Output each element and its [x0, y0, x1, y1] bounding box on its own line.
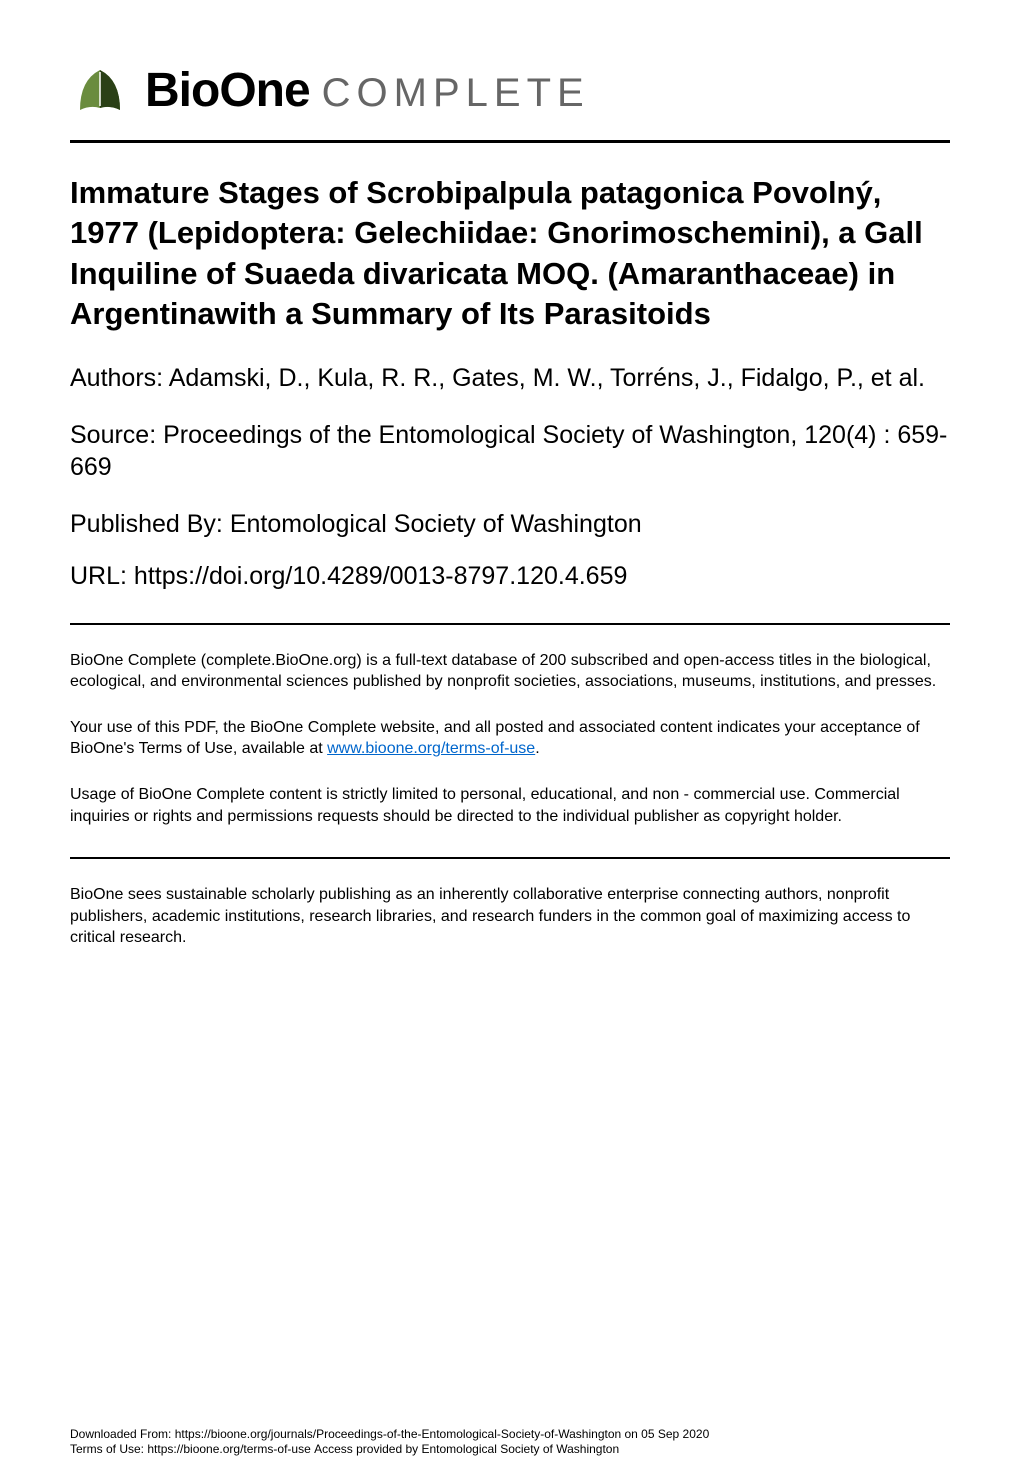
description-paragraph-1: BioOne Complete (complete.BioOne.org) is…	[70, 650, 950, 693]
published-by-label: Published By:	[70, 510, 223, 538]
terms-of-use-link[interactable]: www.bioone.org/terms-of-use	[327, 740, 535, 757]
footer-section: BioOne sees sustainable scholarly publis…	[70, 884, 950, 949]
download-footer-line-2: Terms of Use: https://bioone.org/terms-o…	[70, 1442, 709, 1458]
download-footer-line-1: Downloaded From: https://bioone.org/jour…	[70, 1427, 709, 1443]
description-paragraph-2: Your use of this PDF, the BioOne Complet…	[70, 717, 950, 760]
logo-section: BioOne COMPLETE	[70, 60, 950, 120]
article-title: Immature Stages of Scrobipalpula patagon…	[70, 173, 950, 334]
article-source: Source: Proceedings of the Entomological…	[70, 419, 950, 484]
article-url: URL: https://doi.org/10.4289/0013-8797.1…	[70, 560, 950, 593]
bioone-leaf-icon	[70, 60, 130, 120]
description-p2-suffix: .	[535, 740, 539, 757]
divider-middle-1	[70, 623, 950, 625]
source-label: Source:	[70, 421, 156, 449]
article-authors: Authors: Adamski, D., Kula, R. R., Gates…	[70, 362, 950, 395]
logo-brand-name: BioOne	[145, 63, 310, 118]
divider-middle-2	[70, 857, 950, 859]
url-label: URL:	[70, 562, 127, 590]
description-section: BioOne Complete (complete.BioOne.org) is…	[70, 650, 950, 828]
authors-label: Authors:	[70, 364, 163, 392]
mission-statement: BioOne sees sustainable scholarly publis…	[70, 884, 950, 949]
divider-top	[70, 140, 950, 143]
logo-text: BioOne COMPLETE	[145, 63, 590, 118]
source-value: Proceedings of the Entomological Society…	[70, 421, 947, 482]
logo-product-name: COMPLETE	[322, 71, 590, 116]
download-footer: Downloaded From: https://bioone.org/jour…	[70, 1427, 709, 1458]
article-published-by: Published By: Entomological Society of W…	[70, 508, 950, 541]
published-by-value: Entomological Society of Washington	[230, 510, 642, 538]
description-paragraph-3: Usage of BioOne Complete content is stri…	[70, 784, 950, 827]
authors-value: Adamski, D., Kula, R. R., Gates, M. W., …	[169, 364, 925, 392]
url-value: https://doi.org/10.4289/0013-8797.120.4.…	[134, 562, 627, 590]
